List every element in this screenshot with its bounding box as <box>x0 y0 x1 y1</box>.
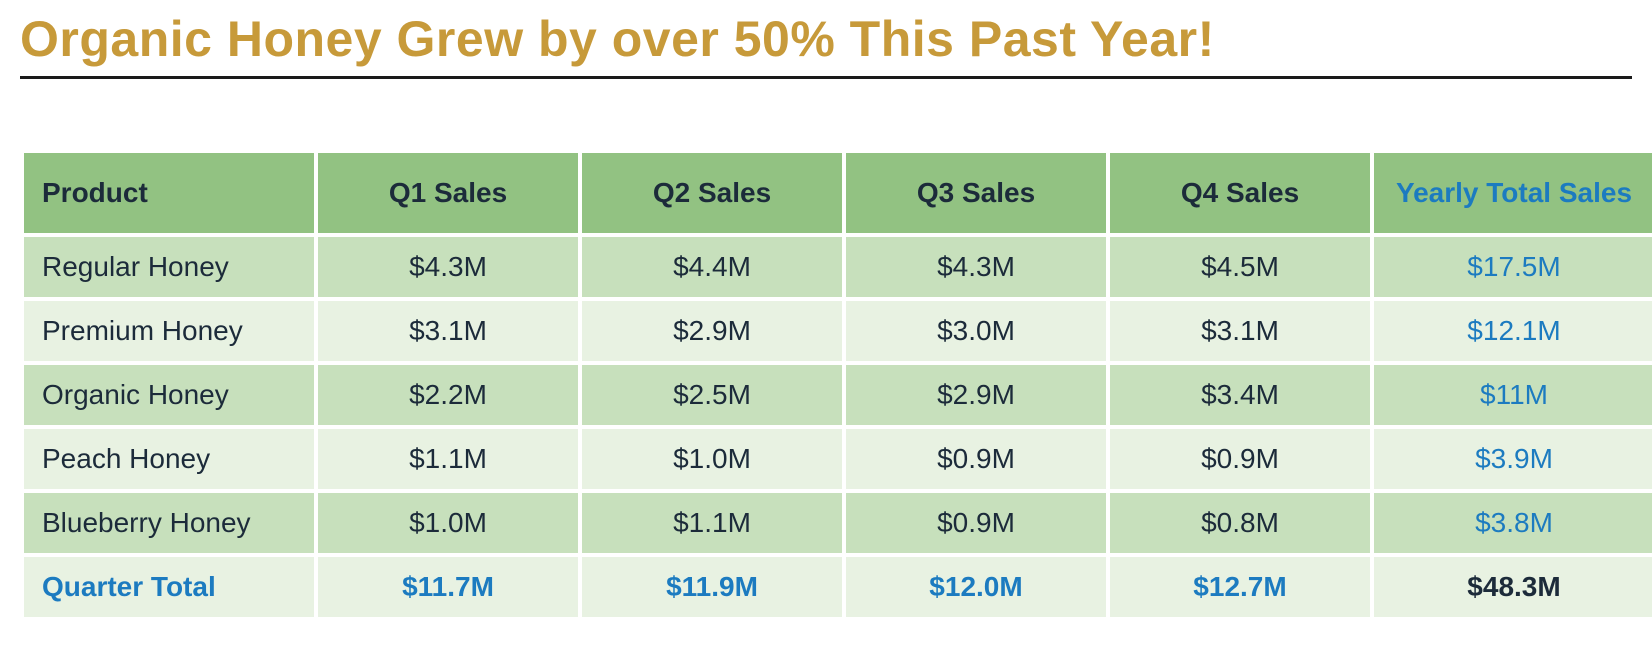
title-rule <box>20 76 1632 79</box>
total-q1: $11.7M <box>318 557 578 617</box>
header-yearly-total: Yearly Total Sales <box>1374 153 1652 233</box>
cell-q3: $0.9M <box>846 429 1106 489</box>
cell-q1: $1.1M <box>318 429 578 489</box>
cell-q4: $0.9M <box>1110 429 1370 489</box>
cell-q3: $3.0M <box>846 301 1106 361</box>
header-q2: Q2 Sales <box>582 153 842 233</box>
cell-yearly-total: $11M <box>1374 365 1652 425</box>
page-title: Organic Honey Grew by over 50% This Past… <box>20 10 1632 68</box>
table-row: Peach Honey$1.1M$1.0M$0.9M$0.9M$3.9M <box>24 429 1652 489</box>
sales-table: Product Q1 Sales Q2 Sales Q3 Sales Q4 Sa… <box>20 149 1652 621</box>
cell-q1: $4.3M <box>318 237 578 297</box>
table-row: Blueberry Honey$1.0M$1.1M$0.9M$0.8M$3.8M <box>24 493 1652 553</box>
cell-q3: $2.9M <box>846 365 1106 425</box>
table-total-row: Quarter Total$11.7M$11.9M$12.0M$12.7M$48… <box>24 557 1652 617</box>
table-body: Regular Honey$4.3M$4.4M$4.3M$4.5M$17.5MP… <box>24 237 1652 617</box>
header-q4: Q4 Sales <box>1110 153 1370 233</box>
cell-product: Peach Honey <box>24 429 314 489</box>
cell-q4: $3.4M <box>1110 365 1370 425</box>
total-q4: $12.7M <box>1110 557 1370 617</box>
cell-q2: $1.0M <box>582 429 842 489</box>
table-row: Premium Honey$3.1M$2.9M$3.0M$3.1M$12.1M <box>24 301 1652 361</box>
table-row: Organic Honey$2.2M$2.5M$2.9M$3.4M$11M <box>24 365 1652 425</box>
header-product: Product <box>24 153 314 233</box>
grand-total: $48.3M <box>1374 557 1652 617</box>
total-label: Quarter Total <box>24 557 314 617</box>
cell-q4: $0.8M <box>1110 493 1370 553</box>
total-q3: $12.0M <box>846 557 1106 617</box>
cell-product: Premium Honey <box>24 301 314 361</box>
total-q2: $11.9M <box>582 557 842 617</box>
table-row: Regular Honey$4.3M$4.4M$4.3M$4.5M$17.5M <box>24 237 1652 297</box>
cell-q2: $2.5M <box>582 365 842 425</box>
cell-yearly-total: $17.5M <box>1374 237 1652 297</box>
cell-q4: $3.1M <box>1110 301 1370 361</box>
cell-q1: $2.2M <box>318 365 578 425</box>
cell-q2: $1.1M <box>582 493 842 553</box>
cell-product: Blueberry Honey <box>24 493 314 553</box>
cell-q3: $0.9M <box>846 493 1106 553</box>
cell-q3: $4.3M <box>846 237 1106 297</box>
table-header-row: Product Q1 Sales Q2 Sales Q3 Sales Q4 Sa… <box>24 153 1652 233</box>
header-q3: Q3 Sales <box>846 153 1106 233</box>
cell-product: Regular Honey <box>24 237 314 297</box>
cell-yearly-total: $3.8M <box>1374 493 1652 553</box>
cell-product: Organic Honey <box>24 365 314 425</box>
cell-yearly-total: $12.1M <box>1374 301 1652 361</box>
cell-q1: $3.1M <box>318 301 578 361</box>
cell-yearly-total: $3.9M <box>1374 429 1652 489</box>
cell-q2: $2.9M <box>582 301 842 361</box>
cell-q1: $1.0M <box>318 493 578 553</box>
header-q1: Q1 Sales <box>318 153 578 233</box>
cell-q2: $4.4M <box>582 237 842 297</box>
cell-q4: $4.5M <box>1110 237 1370 297</box>
